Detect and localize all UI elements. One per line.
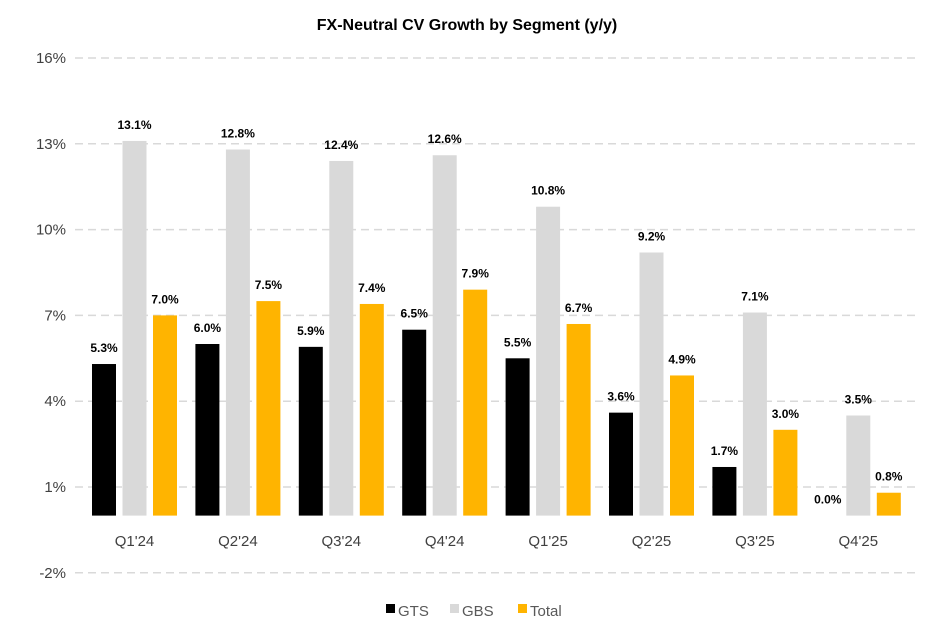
bar-total: [876, 492, 901, 516]
y-tick-label: 4%: [44, 393, 66, 410]
data-label: 12.4%: [324, 138, 358, 152]
bar-gts: [92, 364, 116, 516]
bar-gts: [712, 466, 737, 516]
data-label: 10.8%: [531, 184, 565, 198]
data-label: 7.1%: [741, 290, 769, 304]
x-tick-label: Q3'24: [322, 533, 362, 550]
legend-label: GTS: [398, 603, 429, 620]
data-label: 3.6%: [607, 390, 635, 404]
data-label: 1.7%: [711, 444, 739, 458]
chart-title: FX-Neutral CV Growth by Segment (y/y): [317, 17, 617, 34]
bar-total: [359, 303, 384, 516]
data-label: 12.6%: [428, 132, 462, 146]
data-label: 9.2%: [638, 229, 666, 243]
bar-gts: [402, 329, 427, 516]
x-tick-label: Q1'24: [115, 533, 155, 550]
x-tick-label: Q3'25: [735, 533, 775, 550]
legend-label: GBS: [462, 603, 494, 620]
bar-gbs: [846, 415, 871, 516]
bar-total: [773, 429, 798, 516]
bar-gbs: [536, 206, 561, 516]
y-tick-label: 10%: [36, 222, 66, 239]
bar-total: [463, 289, 488, 516]
bar-gts: [298, 346, 323, 516]
data-label: 13.1%: [117, 118, 151, 132]
legend-label: Total: [530, 603, 562, 620]
y-tick-label: 16%: [36, 50, 66, 67]
bar-total: [153, 315, 177, 516]
data-label: 5.9%: [297, 324, 325, 338]
legend-swatch-gts: [386, 604, 395, 613]
bar-gbs: [639, 252, 664, 516]
data-label: 6.0%: [194, 321, 222, 335]
bar-gts: [505, 358, 530, 516]
bar-gbs: [122, 140, 147, 516]
legend-swatch-total: [518, 604, 527, 613]
y-tick-label: 13%: [36, 136, 66, 153]
data-label: 0.8%: [875, 470, 903, 484]
bar-total: [670, 375, 694, 516]
bar-total: [566, 323, 591, 516]
data-label: 0.0%: [814, 493, 842, 507]
x-tick-label: Q1'25: [528, 533, 568, 550]
data-label: 12.8%: [221, 127, 255, 141]
data-label: 5.5%: [504, 335, 532, 349]
data-label: 7.0%: [151, 292, 179, 306]
x-tick-label: Q4'25: [839, 533, 879, 550]
bar-total: [256, 301, 281, 516]
bar-gts: [609, 412, 633, 516]
y-tick-label: 7%: [44, 307, 66, 324]
legend-swatch-gbs: [450, 604, 459, 613]
bar-gbs: [225, 149, 250, 516]
data-label: 3.5%: [845, 393, 873, 407]
y-tick-label: 1%: [44, 479, 66, 496]
data-label: 7.5%: [255, 278, 283, 292]
x-tick-label: Q2'25: [632, 533, 672, 550]
data-label: 4.9%: [668, 352, 696, 366]
bar-gbs: [329, 160, 354, 516]
data-label: 7.9%: [462, 267, 490, 281]
x-tick-label: Q2'24: [218, 533, 258, 550]
y-tick-label: -2%: [39, 565, 66, 582]
data-label: 6.7%: [565, 301, 593, 315]
data-label: 5.3%: [90, 341, 118, 355]
bar-gts: [195, 344, 220, 516]
bar-gbs: [742, 312, 767, 516]
data-label: 7.4%: [358, 281, 386, 295]
data-label: 6.5%: [401, 307, 429, 321]
x-tick-label: Q4'24: [425, 533, 465, 550]
data-label: 3.0%: [772, 407, 800, 421]
bar-gbs: [432, 155, 457, 516]
